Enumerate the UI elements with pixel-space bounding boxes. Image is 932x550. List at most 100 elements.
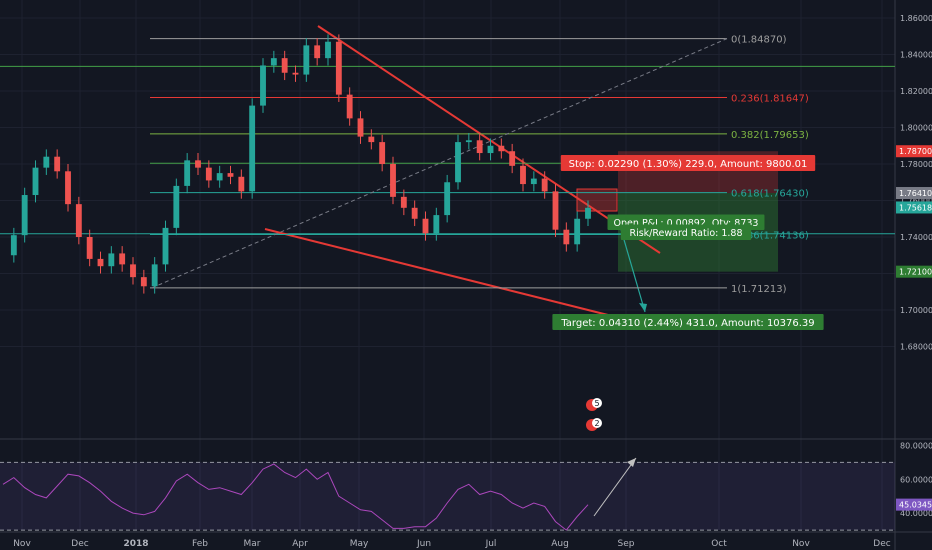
candle-body (238, 176, 245, 192)
stop-label-box (560, 155, 816, 171)
price-marker (896, 187, 932, 200)
price-marker-label: 1.76410 (899, 189, 932, 198)
time-tick-label: 2018 (123, 539, 148, 549)
candle-body (281, 58, 288, 73)
candle-body (32, 167, 39, 196)
projection-arrow-line (619, 225, 646, 313)
candle-body (184, 160, 191, 186)
risk-reward-label: Risk/Reward Ratio: 1.88 (629, 228, 742, 239)
rsi-arrow-head (627, 458, 636, 467)
price-marker (896, 201, 932, 214)
fib-level-label: 0.618(1.76430) (731, 189, 809, 200)
candle-body (162, 227, 169, 265)
candle-body (227, 173, 234, 177)
rsi-arrow-line (593, 457, 637, 517)
target-label-box (552, 314, 824, 330)
price-tick-label: 1.70000 (900, 306, 932, 315)
candle-body (552, 191, 559, 230)
time-tick-label: Nov (792, 539, 810, 549)
open-pnl-label: Open P&L: 0.00892, Qty: 8733 (614, 218, 759, 229)
candle-body (563, 229, 570, 245)
fib-level-label: 0(1.84870) (731, 35, 787, 46)
candle-body (173, 185, 180, 228)
candle-body (422, 218, 429, 234)
price-tick-label: 1.68000 (900, 343, 932, 352)
event-badge-inner (592, 398, 602, 408)
candle-body (530, 178, 537, 185)
price-marker-label: 1.78700 (899, 147, 932, 156)
candle-body (455, 142, 461, 183)
lower-trend-line (264, 228, 617, 318)
time-tick-label: May (350, 539, 369, 549)
candle-body (54, 156, 61, 172)
price-tick-label: 1.74000 (900, 233, 932, 242)
price-tick-label: 1.86000 (900, 14, 932, 23)
price-marker-label: 1.75618 (899, 203, 932, 212)
price-tick-label: 1.82000 (900, 87, 932, 96)
rsi-tick-label: 80.0000 (900, 441, 932, 450)
candle-body (411, 207, 418, 219)
candle-body (476, 140, 483, 154)
price-tick-label: 1.78000 (900, 160, 932, 169)
risk-reward-label-box (620, 224, 752, 240)
candle-body (216, 173, 223, 181)
fib-level-label: 0.786(1.74136) (731, 231, 809, 242)
candle-body (21, 195, 28, 236)
time-tick-label: Sep (618, 539, 635, 549)
time-tick-label: Jun (416, 539, 431, 549)
fib-level-label: 0.382(1.79653) (731, 130, 809, 141)
time-tick-label: Nov (13, 539, 31, 549)
candle-body (509, 151, 516, 166)
rsi-tick-label: 40.0000 (900, 509, 932, 518)
rsi-tick-label: 60.0000 (900, 475, 932, 484)
candle-body (292, 72, 299, 75)
price-tick-label: 1.76000 (900, 197, 932, 206)
rsi-band (0, 462, 895, 531)
price-tick-label: 1.84000 (900, 51, 932, 60)
candle-body (325, 41, 331, 59)
price-marker (896, 265, 932, 278)
candle-body (75, 204, 82, 237)
candle-body (346, 94, 353, 119)
candle-body (65, 171, 71, 205)
time-tick-label: Mar (244, 539, 261, 549)
time-tick-label: Apr (292, 539, 308, 549)
candle-body (303, 45, 310, 75)
candle-body (151, 264, 158, 287)
candle-body (390, 164, 396, 197)
target-label: Target: 0.04310 (2.44%) 431.0, Amount: 1… (560, 318, 814, 329)
candle-body (205, 167, 212, 181)
candle-body (400, 196, 407, 208)
rsi-line (2, 463, 589, 531)
projection-arrow-head (639, 303, 647, 312)
candle-body (10, 235, 17, 256)
price-marker (896, 145, 932, 158)
time-tick-label: Feb (192, 539, 208, 549)
candle-body (314, 45, 321, 59)
candle-body (487, 145, 494, 154)
candle-body (379, 142, 386, 164)
candle-body (541, 178, 548, 192)
candle-body (433, 215, 440, 234)
candle-body (574, 218, 581, 245)
time-tick-label: Aug (551, 539, 569, 549)
candle-body (585, 207, 591, 219)
fib-level-label: 1(1.71213) (731, 284, 787, 295)
event-badge-count: 2 (594, 419, 599, 428)
position-labels[interactable]: Stop: 0.02290 (1.30%) 229.0, Amount: 980… (552, 155, 824, 330)
candle-body (249, 105, 256, 192)
event-badge-count: 5 (594, 399, 599, 408)
candle-body (444, 182, 451, 216)
price-marker-label: 1.72100 (899, 268, 932, 277)
candle-body (130, 264, 136, 278)
candle-body (260, 65, 266, 106)
candle-body (86, 237, 93, 259)
candle-body (368, 136, 375, 143)
candle-body (140, 277, 147, 287)
candle-body (195, 160, 201, 168)
candlesticks: 52 (10, 34, 602, 431)
time-tick-label: Jul (485, 539, 497, 549)
candle-body (119, 253, 126, 265)
candle-body (520, 165, 526, 185)
